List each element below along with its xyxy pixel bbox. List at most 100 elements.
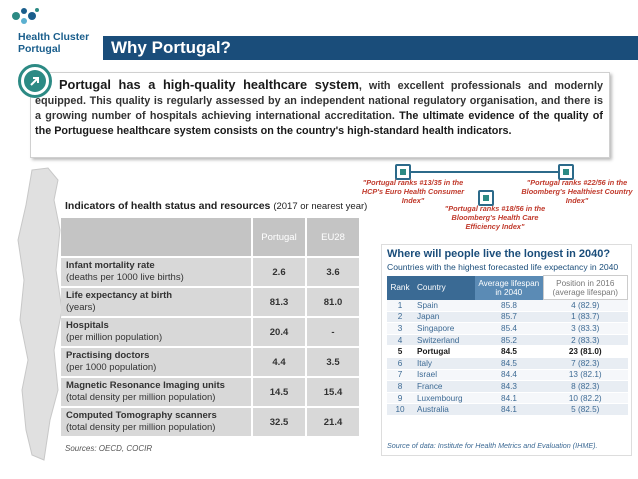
col-position-line2: (average lifespan) [552, 287, 619, 297]
table-row: 6 Italy 84.5 7 (82.3) [387, 357, 628, 370]
table-row-highlight: 5 Portugal 84.5 23 (81.0) [387, 345, 628, 358]
cluster-dots-icon [12, 8, 39, 24]
row-label-main: Magnetic Resonance Imaging units [66, 380, 225, 391]
col-eu28: EU28 [305, 218, 359, 256]
row-label: Life expectancy at birth (years) [61, 288, 251, 316]
row-label-sub: (years) [66, 302, 96, 313]
brand-logo: Health Cluster Portugal [6, 6, 106, 62]
table-row: Hospitals (per million population) 20.4 - [61, 318, 359, 346]
avg: 84.3 [475, 380, 543, 393]
avg: 85.2 [475, 334, 543, 347]
table-row: 9 Luxembourg 84.1 10 (82.2) [387, 392, 628, 405]
rank: 5 [387, 345, 413, 358]
avg: 84.4 [475, 369, 543, 382]
col-average-line2: in 2040 [495, 287, 523, 297]
value-eu28: 3.6 [305, 258, 359, 286]
table-row: Life expectancy at birth (years) 81.3 81.… [61, 288, 359, 316]
value-eu28: 81.0 [305, 288, 359, 316]
country: Singapore [413, 322, 475, 335]
ranking-connector [411, 171, 558, 173]
avg: 84.1 [475, 403, 543, 416]
rank: 4 [387, 334, 413, 347]
country: Israel [413, 369, 475, 382]
country: Spain [413, 299, 475, 312]
pos: 5 (82.5) [543, 403, 628, 416]
country: France [413, 380, 475, 393]
table-row: Computed Tomography scanners (total densi… [61, 408, 359, 436]
table-row: Infant mortality rate (deaths per 1000 li… [61, 258, 359, 286]
table-row: Practising doctors (per 1000 population) … [61, 348, 359, 376]
intro-text: Portugal has a high-quality healthcare s… [35, 77, 603, 139]
table-row: 10 Australia 84.1 5 (82.5) [387, 403, 628, 416]
rank: 9 [387, 392, 413, 405]
rank: 6 [387, 357, 413, 370]
country: Australia [413, 403, 475, 416]
life-source: Source of data: Institute for Health Met… [387, 441, 598, 450]
table-row: 2 Japan 85.7 1 (83.7) [387, 311, 628, 324]
country: Italy [413, 357, 475, 370]
avg: 84.5 [475, 357, 543, 370]
pos: 4 (82.9) [543, 299, 628, 312]
page-title: Why Portugal? [103, 36, 638, 60]
row-label: Computed Tomography scanners (total densi… [61, 408, 251, 436]
col-country: Country [413, 275, 475, 300]
brand-line1: Health Cluster [18, 31, 90, 43]
avg: 85.8 [475, 299, 543, 312]
arrow-badge-icon [18, 64, 52, 98]
pos: 23 (81.0) [543, 345, 628, 358]
value-portugal: 32.5 [251, 408, 305, 436]
brand-line2: Portugal [18, 43, 61, 55]
row-label-sub: (per million population) [66, 332, 163, 343]
avg: 85.7 [475, 311, 543, 324]
rank: 10 [387, 403, 413, 416]
value-eu28: 15.4 [305, 378, 359, 406]
row-label: Infant mortality rate (deaths per 1000 li… [61, 258, 251, 286]
rank: 3 [387, 322, 413, 335]
rank: 1 [387, 299, 413, 312]
avg: 84.5 [475, 345, 543, 358]
ranking-healthiest: "Portugal ranks #22/56 in the Bloomberg'… [521, 178, 633, 205]
country: Switzerland [413, 334, 475, 347]
intro-text1: , with excellent professionals and moder… [35, 80, 603, 122]
ranking-icon [558, 164, 574, 180]
indicators-header-blank [61, 218, 251, 256]
life-title: Where will people live the longest in 20… [387, 248, 611, 260]
pos: 7 (82.3) [543, 357, 628, 370]
value-portugal: 2.6 [251, 258, 305, 286]
indicators-title-note: (2017 or nearest year) [273, 201, 368, 212]
row-label-main: Hospitals [66, 320, 109, 331]
country: Portugal [413, 345, 475, 358]
table-row: 4 Switzerland 85.2 2 (83.3) [387, 334, 628, 347]
pos: 2 (83.3) [543, 334, 628, 347]
table-row: 8 France 84.3 8 (82.3) [387, 380, 628, 393]
col-average: Average lifespan in 2040 [475, 275, 543, 300]
row-label-main: Infant mortality rate [66, 260, 155, 271]
table-row: 3 Singapore 85.4 3 (83.3) [387, 322, 628, 335]
intro-lead: Portugal has a high-quality healthcare s… [59, 77, 359, 92]
row-label-sub: (deaths per 1000 live births) [66, 272, 184, 283]
row-label-sub: (total density per million population) [66, 392, 216, 403]
col-rank: Rank [387, 275, 413, 300]
pos: 1 (83.7) [543, 311, 628, 324]
row-label: Practising doctors (per 1000 population) [61, 348, 251, 376]
life-panel [381, 244, 632, 456]
value-eu28: 3.5 [305, 348, 359, 376]
table-row: 1 Spain 85.8 4 (82.9) [387, 299, 628, 312]
country: Japan [413, 311, 475, 324]
rank: 8 [387, 380, 413, 393]
col-position-line1: Position in 2016 [556, 278, 615, 288]
value-eu28: 21.4 [305, 408, 359, 436]
table-row: 7 Israel 84.4 13 (82.1) [387, 369, 628, 382]
avg: 85.4 [475, 322, 543, 335]
row-label-main: Life expectancy at birth [66, 290, 173, 301]
indicators-title-text: Indicators of health status and resource… [65, 200, 271, 212]
indicators-title: Indicators of health status and resource… [65, 200, 367, 212]
value-portugal: 14.5 [251, 378, 305, 406]
col-position: Position in 2016 (average lifespan) [542, 275, 628, 300]
ranking-efficiency: "Portugal ranks #18/56 in the Bloomberg'… [444, 204, 546, 231]
value-eu28: - [305, 318, 359, 346]
pos: 3 (83.3) [543, 322, 628, 335]
value-portugal: 20.4 [251, 318, 305, 346]
row-label-main: Practising doctors [66, 350, 150, 361]
life-header: Rank Country Average lifespan in 2040 Pos… [387, 275, 628, 300]
